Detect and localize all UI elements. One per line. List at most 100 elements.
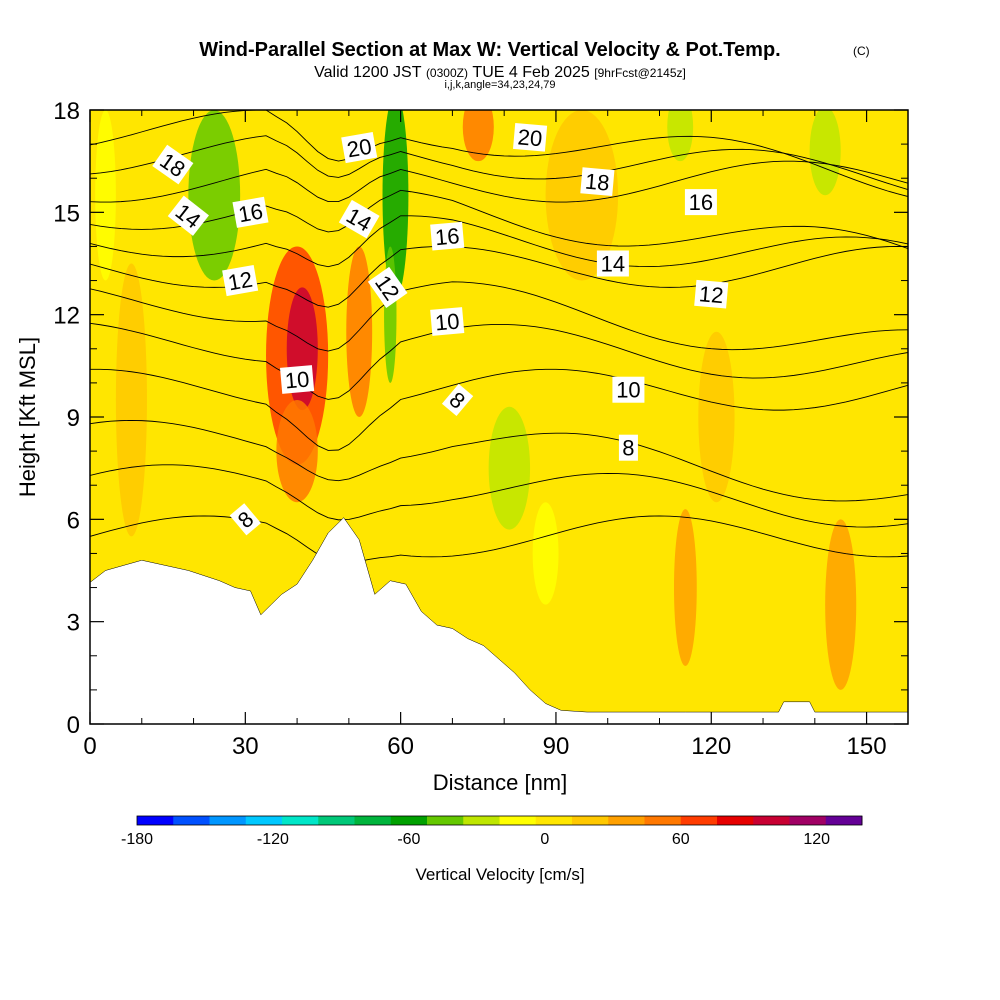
- contour-label-12: 20: [512, 122, 548, 152]
- contour-label-bg: [580, 167, 615, 196]
- w-feature-8: [667, 110, 694, 162]
- colorbar-swatch: [608, 816, 645, 825]
- colorbar-tick-label: 120: [803, 831, 830, 848]
- contour-label-text: 8: [622, 436, 634, 461]
- colorbar-swatch: [318, 816, 355, 825]
- x-tick-label: 30: [232, 733, 259, 760]
- theta-contour-11: [90, 110, 908, 197]
- copyright-mark: (C): [853, 44, 870, 58]
- colorbar-swatch: [825, 816, 863, 825]
- y-tick-label: 12: [53, 303, 80, 330]
- contour-label-18: 8: [618, 434, 638, 461]
- contour-label-bg: [684, 189, 717, 216]
- y-axis-title: Height [Kft MSL]: [15, 337, 40, 497]
- contour-label-7: 16: [430, 221, 465, 251]
- colorbar-swatch: [209, 816, 247, 825]
- contour-label-bg: [612, 376, 645, 403]
- contour-label-bg: [167, 195, 209, 236]
- theta-contour-5: [90, 281, 908, 352]
- theta-contour-0: [90, 515, 908, 564]
- colorbar-frame: [136, 815, 863, 826]
- w-feature-9: [95, 110, 116, 281]
- x-axis-title: Distance [nm]: [433, 770, 568, 795]
- y-tick-label: 6: [67, 507, 80, 534]
- colorbar-swatch: [282, 816, 319, 825]
- contour-label-bg: [232, 196, 269, 228]
- w-feature-14: [825, 519, 857, 690]
- y-tick-label: 18: [53, 98, 80, 125]
- contour-label-text: 12: [698, 281, 725, 308]
- indices-line: i,j,k,angle=34,23,24,79: [444, 79, 555, 91]
- contour-label-bg: [152, 144, 194, 185]
- contour-label-text: 20: [345, 134, 373, 163]
- x-tick-label: 120: [691, 733, 731, 760]
- contour-label-bg: [512, 122, 548, 152]
- x-tick-label: 150: [847, 733, 887, 760]
- contour-label-text: 10: [616, 378, 640, 403]
- contour-label-2: 16: [232, 196, 269, 228]
- theta-contour-8: [90, 189, 908, 249]
- colorbar-swatch: [789, 816, 827, 825]
- contour-label-15: 14: [596, 250, 629, 277]
- w-feature-12: [462, 110, 494, 162]
- contour-label-bg: [596, 250, 629, 277]
- contour-label-13: 18: [580, 167, 615, 196]
- valid-utc: (0300Z): [426, 66, 468, 80]
- contour-label-text: 14: [601, 252, 625, 277]
- theta-contour-4: [90, 322, 908, 400]
- contour-label-bg: [341, 131, 378, 164]
- colorbar-swatch: [173, 816, 210, 825]
- y-tick-label: 3: [67, 610, 80, 637]
- contour-label-text: 16: [236, 198, 264, 227]
- y-tick-label: 0: [67, 712, 80, 739]
- colorbar-swatch: [245, 816, 283, 825]
- x-tick-label: 90: [543, 733, 570, 760]
- contour-label-bg: [280, 365, 315, 394]
- theta-contour-9: [90, 160, 908, 203]
- contour-label-bg: [222, 264, 259, 297]
- contour-label-text: 16: [689, 190, 713, 215]
- x-tick-label: 60: [387, 733, 414, 760]
- contour-label-4: 20: [341, 131, 378, 164]
- plot-area: [90, 110, 908, 724]
- colorbar-swatch: [680, 816, 718, 825]
- x-axis: 0 30 60 90 120 150: [83, 110, 887, 760]
- contour-label-14: 16: [684, 189, 717, 216]
- chart-title: Wind-Parallel Section at Max W: Vertical…: [199, 39, 780, 61]
- contour-label-bg: [229, 503, 261, 536]
- colorbar: -180 -120 -60 0 60 120: [121, 815, 863, 848]
- contour-label-bg: [338, 199, 380, 239]
- colorbar-swatch: [390, 816, 428, 825]
- y-tick-label: 9: [67, 405, 80, 432]
- colorbar-swatch: [572, 816, 609, 825]
- colorbar-swatch: [427, 816, 464, 825]
- colorbar-tick-label: 0: [540, 831, 549, 848]
- colorbar-swatch: [717, 816, 754, 825]
- theta-contour-7: [90, 215, 908, 268]
- colorbar-tick-label: -60: [397, 831, 420, 848]
- contour-label-3: 12: [222, 264, 259, 297]
- contour-label-bg: [430, 221, 465, 251]
- w-feature-3: [276, 399, 318, 503]
- valid-line: Valid 1200 JST (0300Z) TUE 4 Feb 2025 [9…: [314, 64, 686, 81]
- theta-contour-2: [90, 419, 908, 502]
- colorbar-title: Vertical Velocity [cm/s]: [415, 865, 584, 884]
- valid-date: TUE 4 Feb 2025: [472, 64, 590, 81]
- contour-label-17: 10: [612, 376, 645, 403]
- colorbar-tick-label: 60: [672, 831, 690, 848]
- forecast-info: [9hrFcst@2145z]: [594, 66, 686, 80]
- w-feature-11: [532, 502, 559, 605]
- w-feature-15: [698, 331, 735, 503]
- w-feature-13: [673, 509, 697, 667]
- contour-label-text: 16: [434, 223, 461, 250]
- colorbar-swatch: [137, 816, 174, 825]
- w-feature-6: [188, 110, 241, 281]
- contour-label-bg: [430, 307, 465, 336]
- contour-label-8: 10: [280, 365, 315, 394]
- w-feature-16: [115, 263, 147, 537]
- colorbar-tick-label: -180: [121, 831, 153, 848]
- valid-prefix: Valid 1200 JST: [314, 64, 422, 81]
- w-feature-7: [809, 110, 841, 196]
- contour-label-text: 10: [284, 366, 311, 393]
